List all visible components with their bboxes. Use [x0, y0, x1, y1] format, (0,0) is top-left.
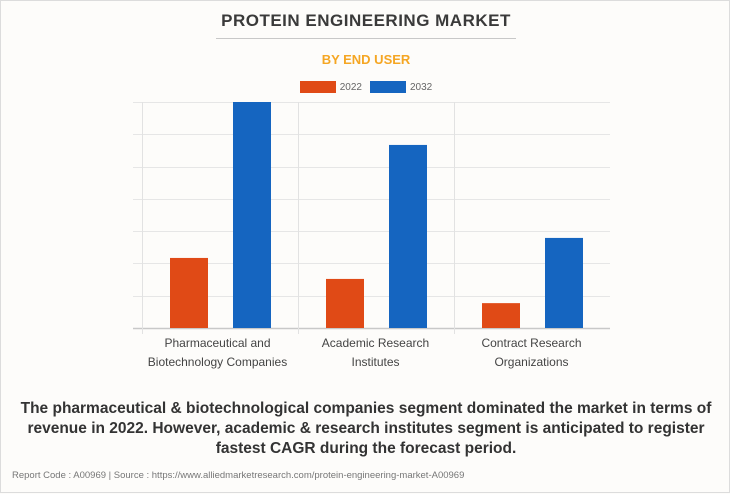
- bar-2032-0: [233, 102, 271, 328]
- legend-label-2032: 2032: [410, 81, 433, 93]
- chart-subtitle: BY END USER: [321, 52, 411, 67]
- x-tick-label: Organizations: [494, 355, 568, 369]
- x-tick-label: Institutes: [351, 355, 399, 369]
- legend-item-2022[interactable]: 2022: [299, 81, 362, 93]
- bar-2022-0: [170, 257, 208, 328]
- x-tick-label: Pharmaceutical and: [164, 336, 270, 350]
- bar-2022-2: [482, 303, 520, 328]
- bar-2032-1: [389, 144, 427, 328]
- title-divider: [216, 38, 516, 39]
- x-tick-label: Academic Research: [322, 336, 429, 350]
- chart-caption: The pharmaceutical & biotechnological co…: [20, 400, 712, 457]
- legend-item-2032[interactable]: 2032: [370, 81, 432, 93]
- chart-title: PROTEIN ENGINEERING MARKET: [221, 11, 511, 30]
- x-tick-label: Biotechnology Companies: [148, 355, 287, 369]
- x-tick-label: Contract Research: [481, 336, 581, 350]
- bar-2032-2: [545, 237, 583, 328]
- legend-label-2022: 2022: [339, 81, 362, 93]
- source-footer: Report Code : A00969 | Source : https://…: [12, 470, 465, 481]
- legend-swatch-2022: [299, 81, 336, 93]
- bar-2022-1: [326, 278, 364, 328]
- legend-swatch-2032: [370, 81, 406, 93]
- legend: 2022 2032: [1, 81, 730, 93]
